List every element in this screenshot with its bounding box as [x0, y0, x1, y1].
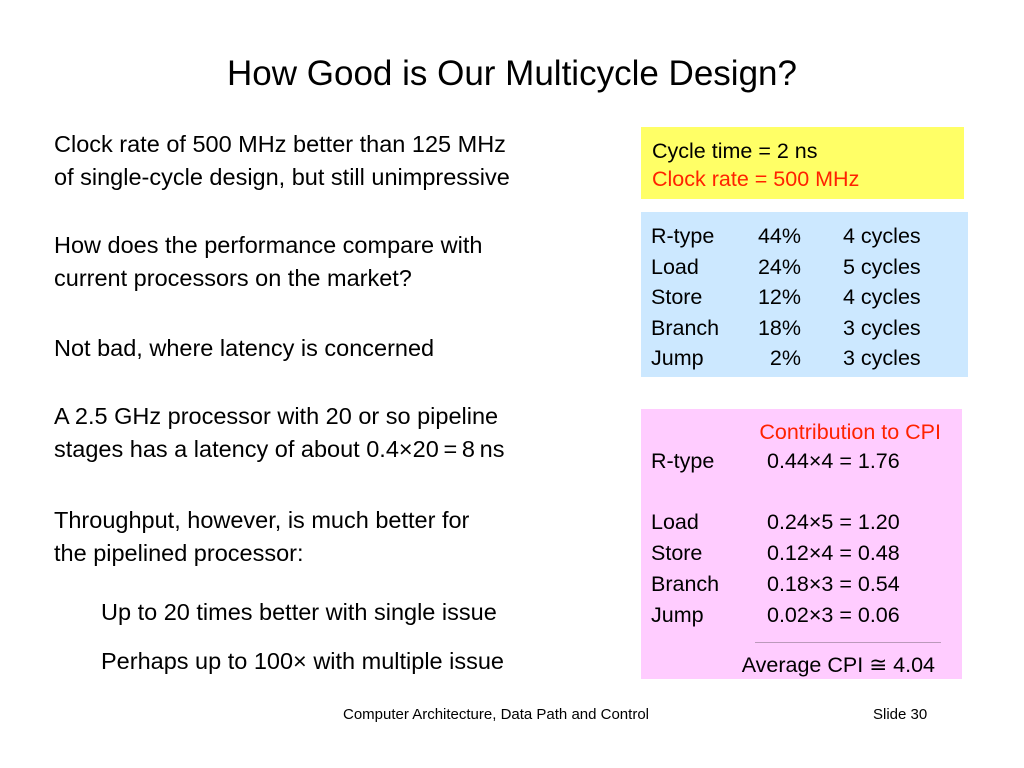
table-row: Branch 18% 3 cycles	[651, 313, 921, 344]
paragraph-line: current processors on the market?	[54, 265, 412, 291]
paragraph-pipeline-latency: A 2.5 GHz processor with 20 or so pipeli…	[54, 400, 505, 466]
instruction-mix-table: R-type 44% 4 cycles Load 24% 5 cycles Store 12%…	[651, 221, 921, 374]
instruction-percentage: 44%	[757, 224, 801, 249]
cycle-time-box: Cycle time = 2 ns Clock rate = 500 MHz	[641, 127, 964, 199]
paragraph-line: A 2.5 GHz processor with 20 or so pipeli…	[54, 403, 499, 429]
cpi-heading: Contribution to CPI	[759, 420, 941, 444]
table-row: Store 0.12×4 = 0.48	[651, 538, 900, 569]
instruction-type: R-type	[651, 449, 715, 473]
paragraph-line: Throughput, however, is much better for	[54, 507, 470, 533]
instruction-type: Branch	[651, 572, 720, 596]
paragraph-latency: Not bad, where latency is concerned	[54, 332, 434, 365]
paragraph-line: Clock rate of 500 MHz better than 125 MH…	[54, 131, 506, 157]
table-row: R-type 0.44×4 = 1.76	[651, 446, 900, 477]
instruction-type: Jump	[651, 603, 704, 627]
footer-slide-number: Slide 30	[873, 706, 928, 723]
instruction-cycles: 4 cycles	[843, 224, 921, 249]
instruction-type: R-type	[651, 224, 715, 249]
instruction-percentage: 18%	[757, 315, 801, 340]
paragraph-line: How does the performance compare with	[54, 232, 483, 258]
instruction-type: Store	[651, 285, 703, 310]
table-row: Branch 0.18×3 = 0.54	[651, 569, 900, 600]
paragraph-performance-question: How does the performance compare with cu…	[54, 229, 482, 295]
paragraph-line: the pipelined processor:	[54, 540, 304, 566]
table-row: Load 0.24×5 = 1.20	[651, 507, 900, 538]
cpi-expression: 0.12×4 = 0.48	[767, 541, 900, 565]
cpi-expression: 0.02×3 = 0.06	[767, 603, 900, 627]
cpi-contribution-box: Contribution to CPI R-type 0.44×4 = 1.76 L…	[641, 409, 962, 679]
instruction-percentage: 12%	[757, 285, 801, 310]
table-row: Jump 2% 3 cycles	[651, 343, 921, 374]
cpi-table: R-type 0.44×4 = 1.76 Load 0.24×5 = 1.20 Stor…	[651, 446, 900, 631]
instruction-cycles: 4 cycles	[843, 285, 921, 310]
instruction-type: Store	[651, 541, 703, 565]
paragraph-line: of single-cycle design, but still unimpr…	[54, 164, 510, 190]
clock-rate-text: Clock rate = 500 MHz	[652, 167, 860, 191]
instruction-percentage: 24%	[757, 254, 801, 279]
bullet-multiple-issue: Perhaps up to 100× with multiple issue	[101, 648, 504, 674]
instruction-type: Load	[651, 510, 699, 534]
instruction-percentage: 2%	[769, 346, 801, 371]
cpi-expression: 0.18×3 = 0.54	[767, 572, 900, 596]
table-row: Store 12% 4 cycles	[651, 282, 921, 313]
paragraph-line: Not bad, where latency is concerned	[54, 335, 435, 361]
spacer-row	[651, 477, 900, 507]
table-row: R-type 44% 4 cycles	[651, 221, 921, 252]
table-row: Jump 0.02×3 = 0.06	[651, 600, 900, 631]
paragraph-line: stages has a latency of about 0.4×20 = 8…	[54, 436, 505, 462]
paragraph-clock-rate: Clock rate of 500 MHz better than 125 MH…	[54, 128, 510, 194]
instruction-cycles: 3 cycles	[843, 315, 921, 340]
instruction-type: Jump	[651, 346, 704, 371]
instruction-type: Load	[651, 254, 699, 279]
average-cpi: Average CPI ≅ 4.04	[741, 653, 935, 677]
sum-rule	[755, 642, 941, 643]
instruction-cycles: 3 cycles	[843, 346, 921, 371]
cycle-time-text: Cycle time = 2 ns	[652, 139, 818, 163]
paragraph-throughput: Throughput, however, is much better for …	[54, 504, 469, 570]
table-row: Load 24% 5 cycles	[651, 252, 921, 283]
instruction-mix-box: R-type 44% 4 cycles Load 24% 5 cycles Store 12%…	[641, 212, 968, 377]
footer-course: Computer Architecture, Data Path and Con…	[343, 706, 649, 723]
cpi-expression: 0.24×5 = 1.20	[767, 510, 900, 534]
instruction-type: Branch	[651, 315, 720, 340]
slide-title: How Good is Our Multicycle Design?	[227, 54, 797, 93]
instruction-cycles: 5 cycles	[843, 254, 921, 279]
bullet-single-issue: Up to 20 times better with single issue	[101, 599, 497, 625]
cpi-expression: 0.44×4 = 1.76	[767, 449, 900, 473]
